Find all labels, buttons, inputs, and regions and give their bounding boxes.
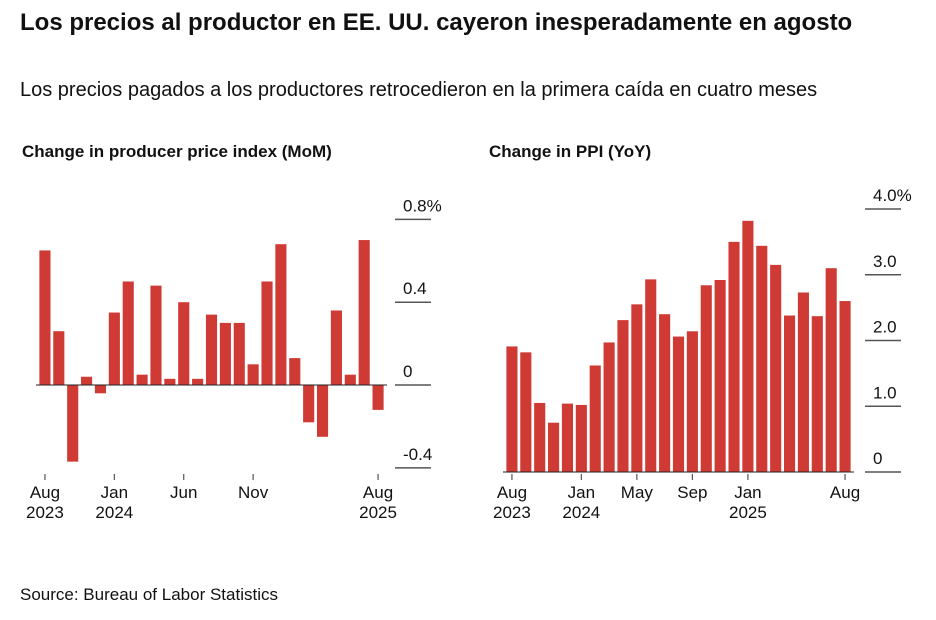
x-tick-label: Jan 2025	[729, 483, 767, 522]
bar	[67, 385, 79, 462]
y-tick-label: 0.8%	[403, 196, 442, 215]
bar	[797, 292, 809, 472]
bar	[330, 310, 342, 386]
y-tick-label: 1.0	[873, 383, 897, 402]
bar	[81, 376, 93, 386]
x-tick-label: Aug	[830, 483, 860, 502]
bar	[756, 245, 768, 472]
bar	[617, 320, 629, 472]
bar	[728, 241, 740, 472]
x-tick-label: Sep	[677, 483, 707, 502]
x-tick-label: May	[621, 483, 654, 502]
bar	[811, 316, 823, 472]
bar	[825, 268, 837, 472]
chart-title: Change in PPI (YoY)	[489, 142, 651, 161]
bar	[714, 280, 726, 472]
x-tick-label: Jun	[170, 483, 197, 502]
bar	[520, 352, 532, 472]
bar	[122, 281, 134, 386]
bar	[548, 422, 560, 472]
bar	[686, 331, 698, 472]
bar	[645, 279, 657, 472]
subtitle: Los precios pagados a los productores re…	[20, 79, 817, 101]
bar	[164, 378, 176, 386]
y-tick-label: 0	[873, 449, 882, 468]
title: Los precios al productor en EE. UU. caye…	[20, 9, 852, 36]
chart-title: Change in producer price index (MoM)	[22, 142, 332, 161]
bar	[289, 358, 301, 386]
bar	[700, 285, 712, 472]
bar	[506, 346, 518, 472]
bar	[303, 385, 315, 423]
bar	[783, 315, 796, 472]
x-tick-label: Jan 2024	[562, 483, 600, 522]
bar	[94, 385, 107, 394]
bar	[108, 312, 120, 386]
y-tick-label: -0.4	[403, 445, 432, 464]
bar	[178, 302, 190, 386]
bar	[358, 240, 370, 386]
bar	[150, 285, 162, 386]
y-tick-label: 0.4	[403, 279, 427, 298]
y-tick-label: 4.0%	[873, 186, 912, 205]
bar	[659, 314, 671, 472]
bar	[261, 281, 273, 386]
bar	[316, 385, 329, 437]
x-tick-label: Aug 2023	[493, 483, 531, 522]
bar	[233, 322, 245, 386]
bar	[205, 314, 218, 386]
bar	[247, 364, 259, 386]
source: Source: Bureau of Labor Statistics	[20, 585, 278, 604]
bar	[219, 322, 231, 386]
bar	[589, 365, 601, 472]
x-tick-label: Nov	[238, 483, 269, 502]
bar	[770, 264, 782, 472]
bar	[136, 374, 148, 386]
y-tick-label: 0	[403, 362, 412, 381]
bar	[561, 403, 574, 472]
y-tick-label: 2.0	[873, 318, 897, 337]
bar	[53, 331, 65, 386]
bar	[344, 374, 356, 386]
bar	[534, 402, 546, 472]
y-tick-label: 3.0	[873, 252, 897, 271]
bar	[275, 244, 287, 386]
bar	[575, 404, 587, 472]
x-tick-label: Jan 2024	[95, 483, 133, 522]
bar	[372, 385, 384, 410]
bar	[603, 342, 615, 472]
bar	[742, 220, 754, 472]
x-tick-label: Aug 2025	[359, 483, 397, 522]
x-tick-label: Aug 2023	[26, 483, 64, 522]
bar	[839, 301, 851, 472]
bar	[192, 378, 204, 386]
bar	[631, 304, 643, 472]
bar	[672, 336, 685, 472]
bar	[39, 250, 51, 386]
